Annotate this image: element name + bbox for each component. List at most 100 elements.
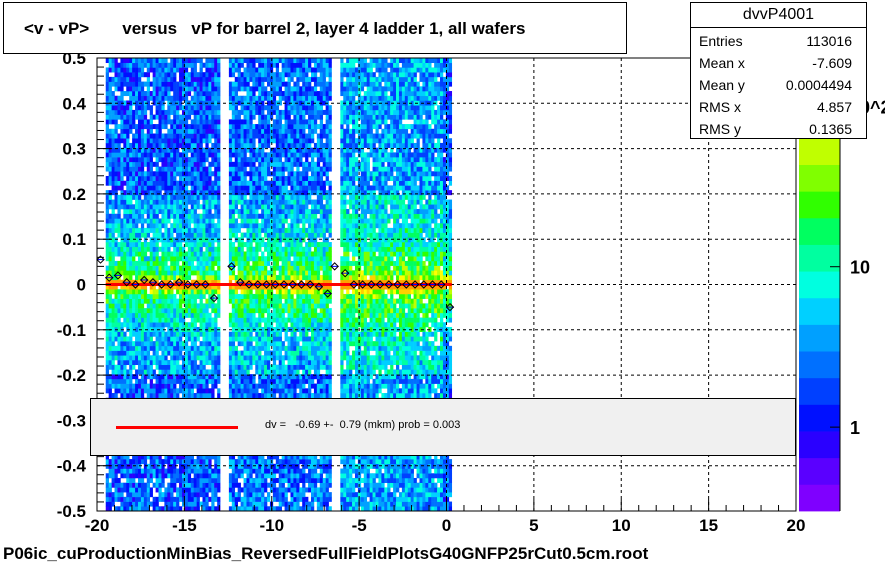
heatmap-cell xyxy=(217,242,221,248)
heatmap-cell xyxy=(196,492,200,498)
heatmap-cell xyxy=(167,378,171,384)
heatmap-cell xyxy=(132,482,136,488)
heatmap-cell xyxy=(199,152,203,158)
heatmap-cell xyxy=(214,260,218,266)
heatmap-cell xyxy=(231,199,236,205)
heatmap-cell xyxy=(179,81,183,87)
heatmap-cell xyxy=(155,289,159,295)
heatmap-cell xyxy=(258,232,262,238)
heatmap-cell xyxy=(255,331,259,337)
heatmap-cell xyxy=(135,355,139,361)
heatmap-cell xyxy=(249,256,253,262)
heatmap-cell xyxy=(261,383,265,389)
heatmap-cell xyxy=(243,374,247,380)
heatmap-cell xyxy=(152,341,156,347)
heatmap-cell xyxy=(120,91,124,97)
heatmap-cell xyxy=(173,142,177,148)
heatmap-cell xyxy=(108,246,112,252)
heatmap-cell xyxy=(217,341,221,347)
heatmap-cell xyxy=(205,459,209,465)
heatmap-cell xyxy=(243,152,247,158)
heatmap-cell xyxy=(179,251,183,257)
heatmap-cell xyxy=(155,454,159,460)
heatmap-cell xyxy=(181,482,186,488)
heatmap-cell xyxy=(126,218,130,224)
heatmap-cell xyxy=(184,180,189,186)
heatmap-cell xyxy=(137,157,142,163)
heatmap-cell xyxy=(158,345,162,351)
heatmap-cell xyxy=(155,58,159,64)
heatmap-cell xyxy=(173,463,177,469)
heatmap-cell xyxy=(158,275,162,281)
heatmap-cell xyxy=(158,237,162,243)
heatmap-cell xyxy=(217,213,221,219)
heatmap-cell xyxy=(205,152,209,158)
heatmap-cell xyxy=(140,86,145,92)
heatmap-cell xyxy=(184,260,189,266)
heatmap-cell xyxy=(190,251,194,257)
heatmap-cell xyxy=(255,72,259,78)
heatmap-cell xyxy=(123,293,127,299)
heatmap-cell xyxy=(126,242,130,248)
heatmap-cell xyxy=(264,355,268,361)
heatmap-cell xyxy=(137,246,142,252)
heatmap-cell xyxy=(199,388,203,394)
heatmap-cell xyxy=(170,190,174,196)
heatmap-cell xyxy=(255,256,259,262)
heatmap-cell xyxy=(243,336,247,342)
heatmap-cell xyxy=(140,331,145,337)
heatmap-cell xyxy=(176,369,180,375)
heatmap-cell xyxy=(123,463,127,469)
heatmap-cell xyxy=(137,459,142,465)
heatmap-cell xyxy=(214,317,218,323)
heatmap-cell xyxy=(155,218,159,224)
heatmap-cell xyxy=(208,496,212,502)
heatmap-cell xyxy=(132,138,136,144)
heatmap-cell xyxy=(149,138,153,144)
heatmap-cell xyxy=(111,279,115,285)
heatmap-cell xyxy=(255,303,259,309)
heatmap-cell xyxy=(258,492,262,498)
heatmap-cell xyxy=(240,336,244,342)
heatmap-cell xyxy=(264,213,268,219)
heatmap-cell xyxy=(252,133,256,139)
heatmap-cell xyxy=(208,76,212,82)
heatmap-cell xyxy=(234,67,238,73)
heatmap-cell xyxy=(111,322,115,328)
heatmap-cell xyxy=(246,355,250,361)
heatmap-cell xyxy=(152,242,156,248)
heatmap-cell xyxy=(258,175,262,181)
heatmap-cell xyxy=(208,326,212,332)
heatmap-cell xyxy=(176,81,180,87)
heatmap-cell xyxy=(164,345,168,351)
heatmap-cell xyxy=(275,477,280,483)
heatmap-cell xyxy=(243,251,247,257)
heatmap-cell xyxy=(237,237,241,243)
heatmap-cell xyxy=(155,91,159,97)
heatmap-cell xyxy=(161,289,165,295)
heatmap-cell xyxy=(179,91,183,97)
heatmap-cell xyxy=(234,119,238,125)
heatmap-cell xyxy=(267,152,271,158)
heatmap-cell xyxy=(161,142,165,148)
heatmap-cell xyxy=(114,364,118,370)
heatmap-cell xyxy=(111,345,115,351)
heatmap-cell xyxy=(275,72,280,78)
heatmap-cell xyxy=(231,180,236,186)
heatmap-cell xyxy=(120,227,124,233)
heatmap-cell xyxy=(137,298,142,304)
heatmap-cell xyxy=(267,326,271,332)
heatmap-cell xyxy=(187,218,192,224)
heatmap-cell xyxy=(255,242,259,248)
heatmap-cell xyxy=(252,76,256,82)
heatmap-cell xyxy=(132,124,136,130)
heatmap-cell xyxy=(217,298,221,304)
heatmap-cell xyxy=(105,473,109,479)
heatmap-cell xyxy=(158,369,162,375)
heatmap-cell xyxy=(190,138,194,144)
heatmap-cell xyxy=(196,72,200,78)
heatmap-cell xyxy=(158,142,162,148)
heatmap-cell xyxy=(105,237,109,243)
heatmap-cell xyxy=(234,275,238,281)
heatmap-cell xyxy=(267,105,271,111)
